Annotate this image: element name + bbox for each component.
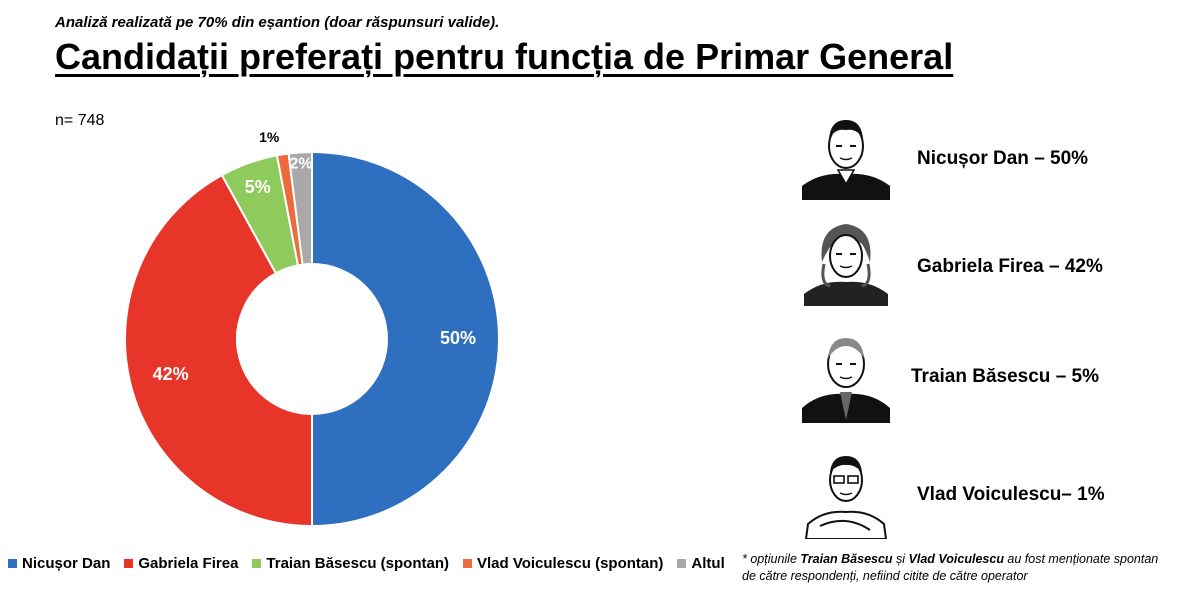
footnote-line-1: * opțiunile Traian Băsescu și Vlad Voicu…: [742, 551, 1158, 568]
chart-legend: Nicușor Dan Gabriela Firea Traian Băsesc…: [8, 555, 725, 572]
candidate-label: Nicușor Dan – 50%: [917, 148, 1089, 169]
legend-item: Altul: [677, 555, 725, 572]
portrait-nicusor-dan-icon: [802, 120, 890, 200]
chart-title: Candidații preferați pentru funcția de P…: [55, 36, 954, 77]
legend-label: Vlad Voiculescu (spontan): [476, 555, 664, 572]
portrait-traian-basescu-icon: [802, 338, 890, 423]
candidate-label: Vlad Voiculescu– 1%: [917, 484, 1105, 505]
data-label: 1%: [259, 129, 280, 145]
legend-label: Gabriela Firea: [138, 555, 239, 572]
footnote-rest: au fost menționate spontan: [1003, 552, 1159, 566]
candidate-row: Traian Băsescu – 5%: [800, 328, 1190, 423]
footnote-line-2: de către respondenți, nefiind citite de …: [742, 569, 1028, 583]
legend-swatch: [252, 559, 262, 568]
candidate-row: Nicușor Dan – 50%: [800, 108, 1190, 200]
footnote-and: și: [892, 552, 909, 566]
portrait-vlad-voiculescu-icon: [804, 456, 888, 539]
candidate-label: Gabriela Firea – 42%: [917, 256, 1103, 277]
candidate-row: Gabriela Firea – 42%: [800, 214, 1190, 306]
legend-swatch: [677, 559, 687, 568]
data-label: 42%: [153, 364, 189, 384]
candidate-label: Traian Băsescu – 5%: [911, 366, 1099, 387]
sample-size-label: n= 748: [55, 112, 105, 129]
legend-item: Traian Băsescu (spontan): [252, 555, 449, 572]
data-label: 5%: [245, 177, 271, 197]
donut-slice: [287, 150, 313, 266]
chart-subtitle: Analiză realizată pe 70% din eșantion (d…: [55, 14, 500, 31]
donut-slice: [311, 150, 500, 528]
footnote-star-text: * opțiunile: [742, 552, 801, 566]
legend-swatch: [462, 559, 472, 568]
legend-label: Traian Băsescu (spontan): [266, 555, 449, 572]
legend-label: Altul: [691, 555, 725, 572]
data-label: 2%: [289, 156, 312, 173]
legend-item: Nicușor Dan: [8, 555, 110, 572]
donut-slice: [124, 173, 313, 528]
footnote: * opțiunile Traian Băsescu și Vlad Voicu…: [742, 551, 1158, 585]
footnote-name-voiculescu: Vlad Voiculescu: [908, 552, 1004, 566]
candidate-row: Vlad Voiculescu– 1%: [800, 444, 1190, 539]
portrait-gabriela-firea-icon: [804, 224, 888, 306]
legend-item: Vlad Voiculescu (spontan): [462, 555, 664, 572]
footnote-name-basescu: Traian Băsescu: [800, 552, 893, 566]
legend-swatch: [124, 559, 134, 568]
legend-swatch: [8, 559, 17, 568]
data-label: 50%: [440, 328, 476, 348]
legend-label: Nicușor Dan: [22, 555, 111, 572]
legend-item: Gabriela Firea: [124, 555, 238, 572]
